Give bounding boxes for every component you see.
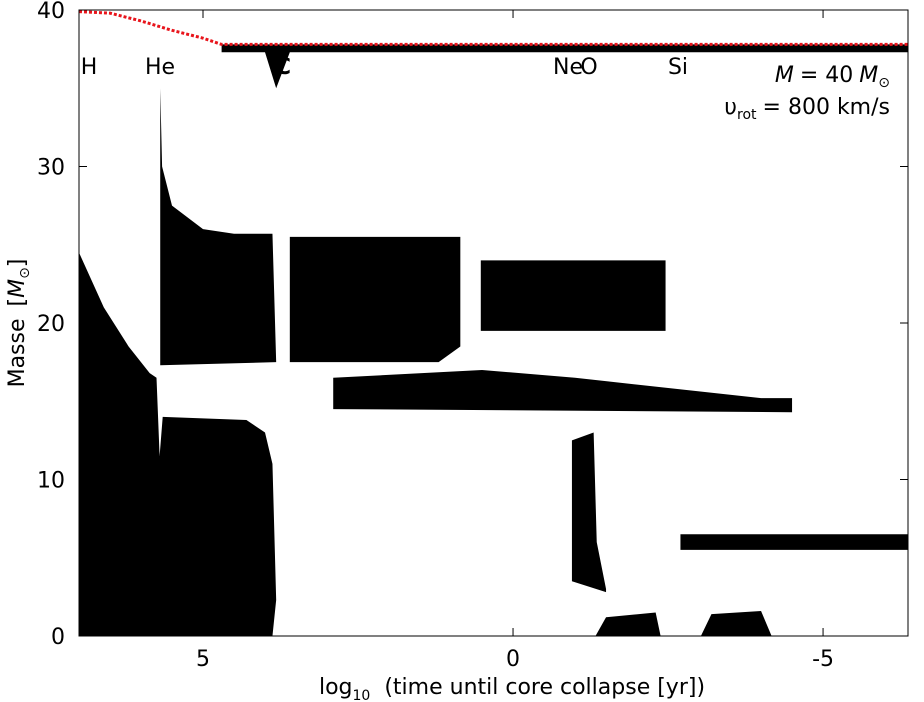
plot-area <box>79 10 908 636</box>
convective-region <box>333 369 793 413</box>
mass-unit: M <box>859 63 878 88</box>
x-tick-label: -5 <box>812 647 834 672</box>
convective-region <box>700 610 772 636</box>
rotation-symbol: υ <box>724 95 737 120</box>
x-axis-label: log10 (time until core collapse [yr]) <box>319 675 705 702</box>
y-label-open: [ <box>5 298 30 307</box>
convective-region <box>221 44 908 89</box>
convective-region <box>160 88 277 366</box>
y-tick-label: 0 <box>51 625 65 650</box>
x-label-log: log <box>319 675 353 700</box>
total-mass-line <box>79 10 908 46</box>
y-tick-label: 10 <box>37 469 65 494</box>
y-label-unit: M <box>5 279 30 298</box>
convective-region <box>289 236 461 363</box>
rotation-label: υrot = 800 km/s <box>724 95 890 123</box>
x-label-rest: (time until core collapse [yr]) <box>384 675 705 700</box>
mass-label: M = 40 M⊙ <box>775 63 890 91</box>
mass-eq: = 40 <box>800 63 853 88</box>
mass-symbol: M <box>775 63 794 88</box>
x-label-base: 10 <box>353 688 371 702</box>
stage-label: H <box>81 55 98 80</box>
rotation-sub: rot <box>737 107 757 123</box>
y-label-close: ] <box>5 259 30 268</box>
convective-region <box>480 260 666 331</box>
rotation-eq: = 800 km/s <box>763 95 890 120</box>
x-tick-label: 0 <box>506 647 520 672</box>
stage-label: C <box>275 55 291 80</box>
convective-region <box>595 612 661 636</box>
y-label-text: Masse <box>5 318 30 387</box>
y-tick-label: 20 <box>37 312 65 337</box>
stage-label: He <box>145 55 175 80</box>
convective-region <box>79 252 277 636</box>
convective-region <box>680 534 908 550</box>
y-tick-label: 40 <box>37 0 65 24</box>
convective-region <box>571 432 607 593</box>
y-tick-label: 30 <box>37 156 65 181</box>
y-label-unit-sub: ⊙ <box>17 267 33 279</box>
stage-label: O <box>580 55 597 80</box>
stage-label: Si <box>668 55 688 80</box>
stage-label: Ne <box>553 55 583 80</box>
y-axis-label: Masse [M⊙] <box>5 259 33 388</box>
x-tick-label: 5 <box>196 647 210 672</box>
mass-unit-sub: ⊙ <box>878 75 890 91</box>
